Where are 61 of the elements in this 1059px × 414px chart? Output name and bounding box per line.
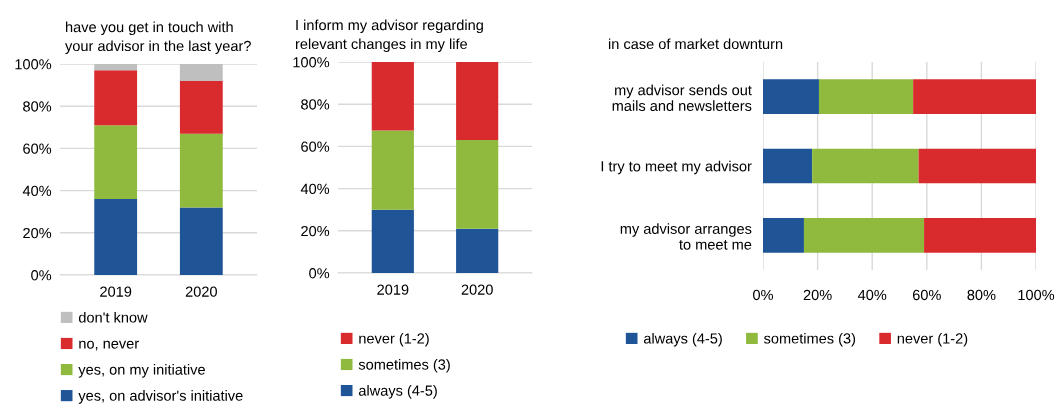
legend-label: always (4-5) bbox=[643, 332, 722, 347]
y-tick-label: 0% bbox=[309, 268, 330, 279]
bar bbox=[179, 80, 223, 134]
bar bbox=[924, 218, 1036, 253]
legend-label: sometimes (3) bbox=[358, 358, 450, 373]
bar bbox=[456, 140, 499, 229]
bar bbox=[179, 64, 223, 81]
y-tick-label: 40% bbox=[300, 183, 330, 195]
bar bbox=[371, 130, 414, 210]
x-tick-label: 20% bbox=[803, 289, 832, 301]
bar bbox=[803, 218, 925, 253]
chart-title: in case of market downturn bbox=[608, 38, 783, 50]
y-tick-label: 100% bbox=[15, 59, 52, 70]
y-tick-label: my advisor arranges to meet me bbox=[620, 223, 752, 250]
legend-label: always (4-5) bbox=[358, 385, 437, 399]
y-tick-label: 60% bbox=[301, 141, 330, 152]
y-tick-label: 80% bbox=[23, 101, 52, 112]
legend-label: yes, on advisor's initiative bbox=[78, 390, 243, 404]
bar bbox=[818, 79, 914, 114]
y-tick-label: 80% bbox=[301, 99, 330, 110]
bar bbox=[371, 62, 414, 131]
x-tick-label: 100% bbox=[1018, 289, 1055, 301]
bar bbox=[94, 125, 138, 200]
y-tick-label: 100% bbox=[293, 57, 330, 68]
legend-label: don't know bbox=[78, 311, 148, 323]
x-tick-label: 2019 bbox=[100, 286, 132, 297]
bar bbox=[913, 79, 1036, 114]
bar bbox=[94, 199, 138, 275]
x-tick-label: 80% bbox=[967, 289, 996, 301]
x-tick-label: 2019 bbox=[377, 284, 409, 295]
bar bbox=[456, 62, 499, 141]
bar bbox=[456, 228, 499, 273]
x-tick-label: 2020 bbox=[461, 284, 493, 295]
legend-label: never (1-2) bbox=[359, 332, 429, 347]
x-tick-label: 0% bbox=[753, 289, 774, 301]
bar bbox=[763, 148, 813, 184]
bar bbox=[179, 207, 223, 275]
y-tick-label: 40% bbox=[22, 185, 52, 197]
y-tick-label: 0% bbox=[31, 270, 52, 281]
bar bbox=[371, 209, 414, 273]
bar bbox=[763, 79, 819, 114]
bar bbox=[918, 148, 1036, 184]
chart-title: have you get in touch with your advisor in the last year? bbox=[65, 21, 251, 54]
y-tick-label: 60% bbox=[23, 143, 52, 154]
y-tick-label: my advisor sends out mails and newsletters bbox=[612, 84, 752, 112]
y-tick-label: I try to meet my advisor bbox=[601, 160, 752, 175]
x-tick-label: 2020 bbox=[185, 286, 217, 297]
bar bbox=[94, 64, 138, 71]
bar bbox=[94, 70, 138, 126]
bar bbox=[179, 133, 223, 208]
legend-label: no, never bbox=[79, 340, 139, 351]
legend-label: never (1-2) bbox=[897, 332, 968, 347]
x-tick-label: 60% bbox=[912, 289, 941, 301]
bar bbox=[763, 218, 804, 253]
bar bbox=[812, 148, 919, 184]
x-tick-label: 40% bbox=[857, 289, 887, 301]
legend-label: sometimes (3) bbox=[763, 332, 856, 347]
legend-label: yes, on my initiative bbox=[78, 364, 205, 378]
y-tick-label: 20% bbox=[301, 225, 330, 237]
y-tick-label: 20% bbox=[23, 227, 52, 239]
chart-title: I inform my advisor regarding relevant changes in my life bbox=[295, 19, 483, 52]
